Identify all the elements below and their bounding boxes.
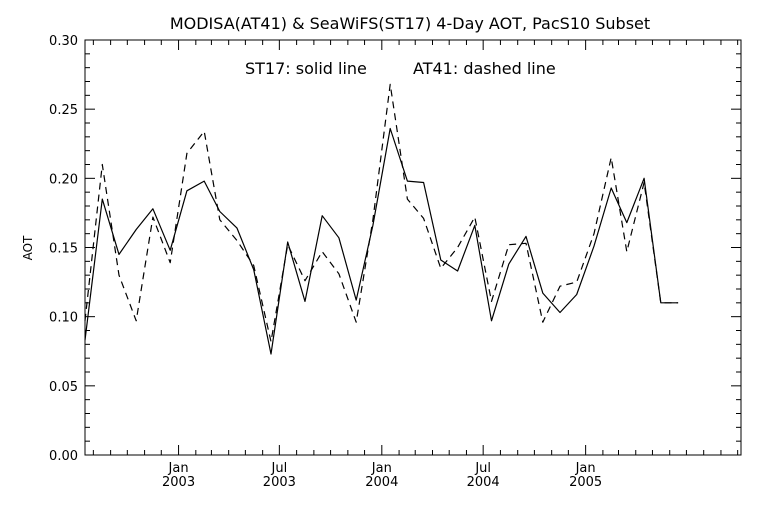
- x-tick-year: 2004: [365, 475, 398, 490]
- x-tick-month: Jul: [474, 461, 491, 476]
- x-tick-month: Jan: [168, 461, 189, 476]
- x-tick-month: Jan: [371, 461, 392, 476]
- y-tick-label: 0.00: [49, 449, 78, 464]
- y-tick-label: 0.25: [49, 103, 78, 118]
- y-tick-label: 0.20: [49, 172, 78, 187]
- series-layer: [84, 83, 679, 355]
- y-tick-label: 0.30: [49, 34, 78, 49]
- y-tick-label: 0.10: [49, 311, 78, 326]
- plot-frame: [84, 39, 742, 456]
- y-tick-label: 0.15: [49, 242, 78, 257]
- annotation-solid: ST17: solid line: [245, 59, 367, 78]
- x-tick-year: 2004: [467, 475, 500, 490]
- x-tick-year: 2003: [263, 475, 296, 490]
- y-axis-label: AOT: [21, 235, 35, 260]
- axes: 0.000.050.100.150.200.250.30Jan2003Jul20…: [49, 34, 742, 490]
- series-line-at41: [84, 83, 679, 343]
- x-tick-year: 2003: [162, 475, 195, 490]
- annotation-dashed: AT41: dashed line: [413, 59, 556, 78]
- chart-title: MODISA(AT41) & SeaWiFS(ST17) 4-Day AOT, …: [170, 14, 650, 33]
- y-tick-label: 0.05: [49, 380, 78, 395]
- x-tick-month: Jul: [271, 461, 288, 476]
- x-tick-year: 2005: [569, 475, 602, 490]
- x-tick-month: Jan: [575, 461, 596, 476]
- series-line-st17: [84, 127, 679, 355]
